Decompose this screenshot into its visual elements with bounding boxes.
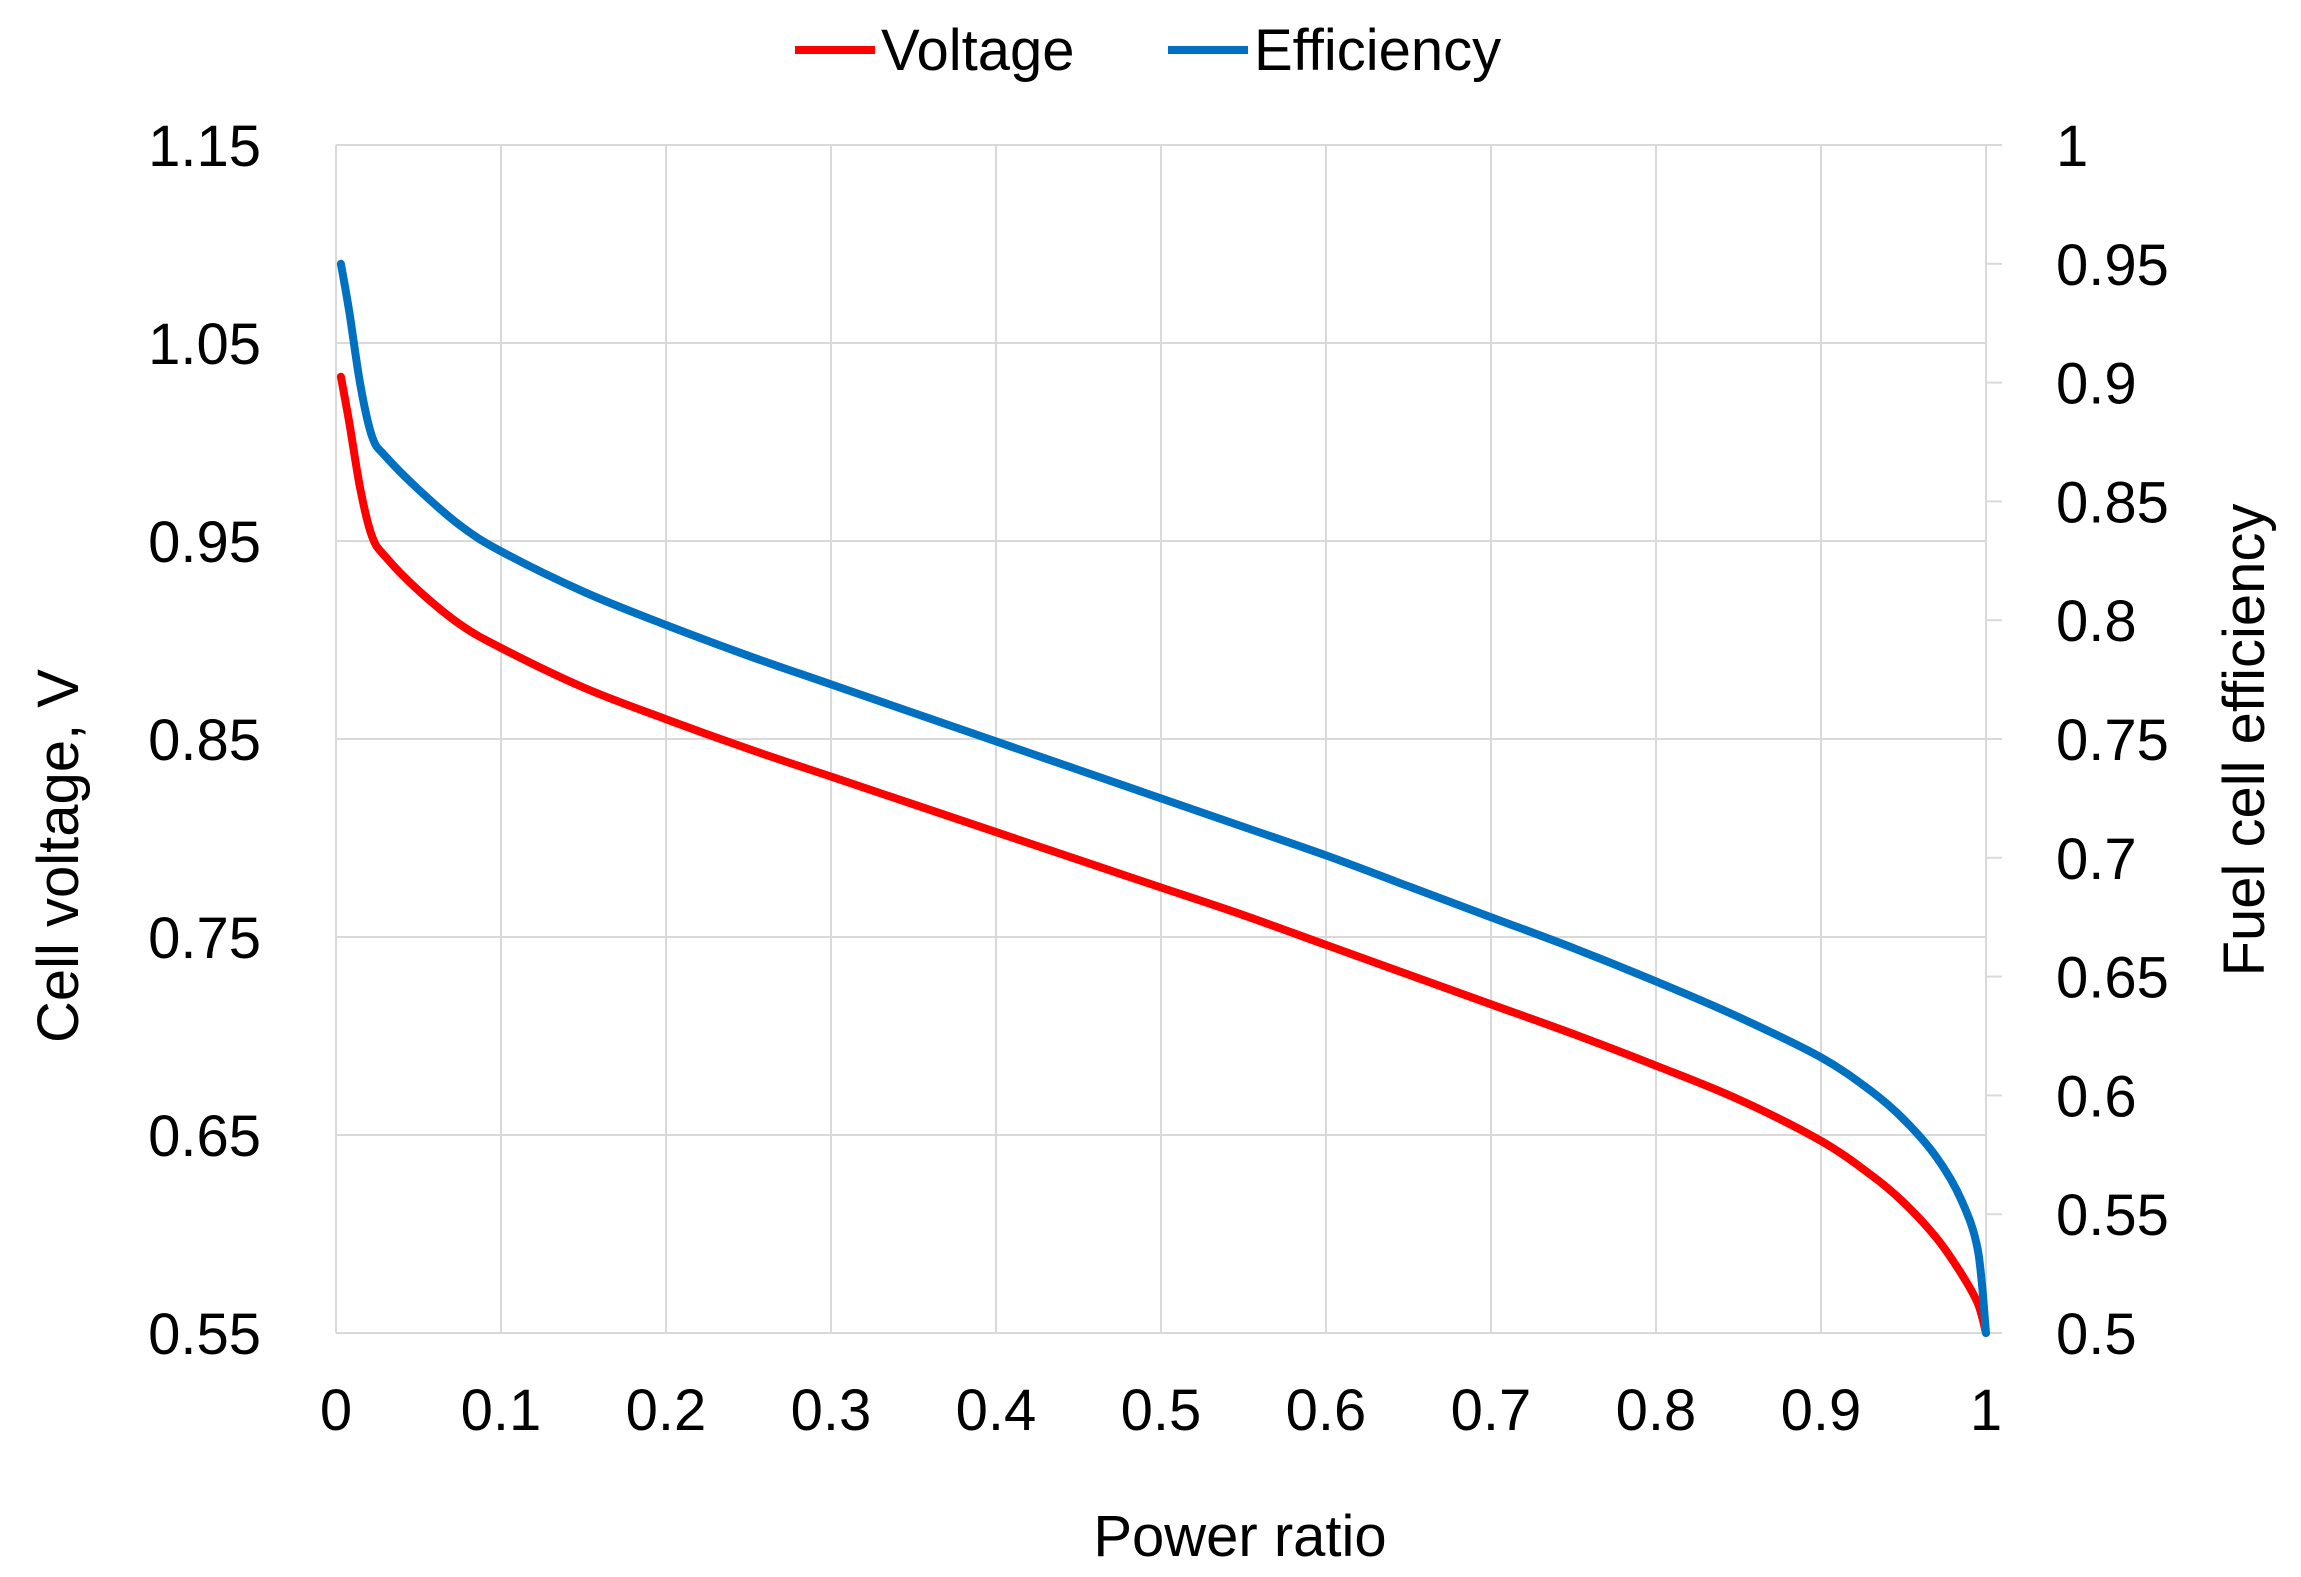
y-tick-label: 0.85 <box>148 708 261 773</box>
x-tick-label: 0.3 <box>791 1378 872 1443</box>
series-layer <box>336 259 1990 1337</box>
x-axis-title: Power ratio <box>1093 1504 1386 1569</box>
x-tick-label: 0.4 <box>956 1378 1037 1443</box>
series-line-efficiency <box>336 259 1990 1337</box>
x-tick-label: 1 <box>1970 1378 2002 1443</box>
x-tick-label: 0.6 <box>1286 1378 1367 1443</box>
legend-voltage-label: Voltage <box>881 18 1075 83</box>
y2-axis-title: Fuel cell efficiency <box>2212 504 2277 977</box>
axis-layer <box>335 144 2002 1334</box>
y-tick-label: 0.55 <box>148 1302 261 1367</box>
y-tick-label: 0.75 <box>148 906 261 971</box>
x-tick-label: 0.9 <box>1781 1378 1862 1443</box>
legend-efficiency-label: Efficiency <box>1254 18 1501 83</box>
y-tick-label: 1.15 <box>148 114 261 179</box>
legend: Voltage Efficiency <box>795 18 1501 83</box>
y-tick-label: 0.65 <box>148 1104 261 1169</box>
y2-tick-label: 0.65 <box>2056 946 2169 1011</box>
x-tick-label: 0.8 <box>1616 1378 1697 1443</box>
y2-tick-label: 0.9 <box>2056 352 2137 417</box>
y2-tick-label: 0.75 <box>2056 708 2169 773</box>
x-tick-label: 0.2 <box>626 1378 707 1443</box>
y2-tick-label: 0.8 <box>2056 589 2137 654</box>
x-tick-label: 0 <box>320 1378 352 1443</box>
y-tick-label: 0.95 <box>148 510 261 575</box>
y2-tick-label: 0.85 <box>2056 470 2169 535</box>
y2-tick-label: 1 <box>2056 114 2088 179</box>
y2-tick-label: 0.6 <box>2056 1064 2137 1129</box>
x-tick-label: 0.7 <box>1451 1378 1532 1443</box>
x-tick-label: 0.1 <box>461 1378 542 1443</box>
series-line-voltage <box>336 372 1990 1337</box>
y-axis-title: Cell voltage, V <box>26 669 91 1043</box>
tick-labels: 0 0.1 0.2 0.3 0.4 0.5 0.6 0.7 0.8 0.9 1 1.15 1.05 0.9… <box>148 114 2169 1443</box>
grid-layer <box>336 144 1986 1334</box>
y2-tick-label: 0.55 <box>2056 1183 2169 1248</box>
y2-tick-label: 0.95 <box>2056 233 2169 298</box>
y2-tick-label: 0.7 <box>2056 827 2137 892</box>
y2-tick-label: 0.5 <box>2056 1302 2137 1367</box>
y-tick-label: 1.05 <box>148 312 261 377</box>
x-tick-label: 0.5 <box>1121 1378 1202 1443</box>
